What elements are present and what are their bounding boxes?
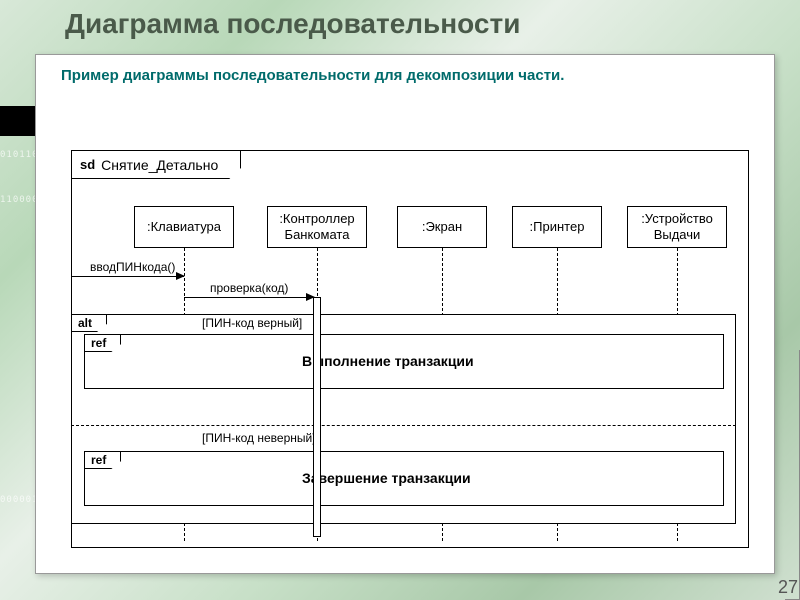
activation-bar [313, 297, 321, 537]
page-number: 27 [778, 577, 798, 598]
slide-title: Диаграмма последовательности [65, 8, 520, 40]
sd-frame-tag: sd Снятие_Детально [72, 151, 241, 179]
message-label: вводПИНкода() [90, 260, 175, 274]
guard-condition: [ПИН-код верный] [202, 316, 302, 330]
ref-tag: ref [84, 451, 121, 469]
decor-corner [785, 350, 800, 600]
message-arrow [72, 276, 184, 277]
lifeline-head: :Клавиатура [134, 206, 234, 248]
sequence-diagram: sd Снятие_Детально :Клавиатура :Контролл… [71, 150, 749, 548]
subtitle: Пример диаграммы последовательности для … [61, 67, 564, 84]
guard-condition: [ПИН-код неверный] [202, 431, 316, 445]
lifeline-head: :Экран [397, 206, 487, 248]
lifeline-head: :Устройство Выдачи [627, 206, 727, 248]
ref-label: Выполнение транзакции [302, 353, 474, 369]
ref-label: Завершение транзакции [302, 470, 471, 486]
arrow-head-icon [176, 272, 185, 280]
ref-tag: ref [84, 334, 121, 352]
message-arrow [184, 297, 314, 298]
lifeline-head: :Контроллер Банкомата [267, 206, 367, 248]
message-label: проверка(код) [210, 281, 288, 295]
alt-tag: alt [71, 314, 107, 332]
sd-keyword: sd [80, 157, 95, 172]
alt-divider [71, 425, 736, 426]
content-panel: Пример диаграммы последовательности для … [35, 54, 775, 574]
lifeline-head: :Принтер [512, 206, 602, 248]
sd-name: Снятие_Детально [101, 157, 232, 173]
